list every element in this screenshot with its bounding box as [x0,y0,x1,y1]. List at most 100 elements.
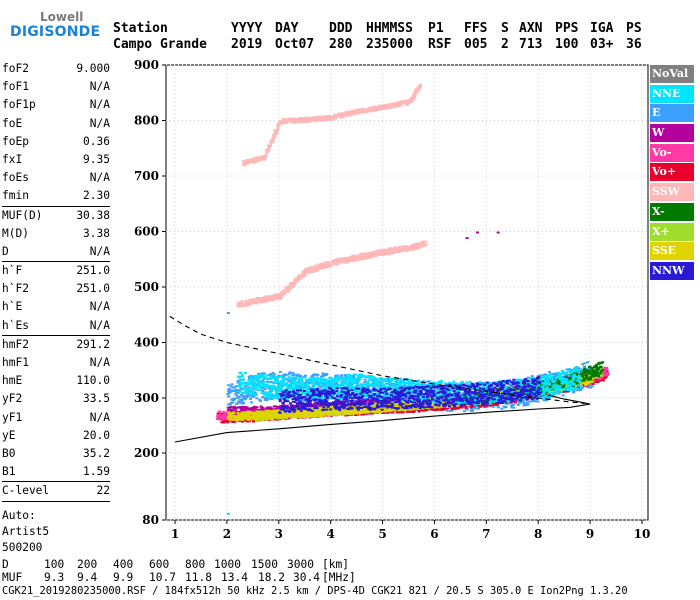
echo-point [271,372,275,374]
echo-point [561,394,565,397]
y-tick-label: 900 [134,58,159,72]
param-value: N/A [89,116,110,130]
logo-line-2: DIGISONDE [10,24,101,40]
echo-point [255,406,259,409]
param-value: 251.0 [76,264,110,278]
param-value: 251.0 [76,282,110,296]
param-row: D N/A [2,243,110,261]
echo-point [231,401,235,404]
hdr-label-ffs: FFS [464,21,488,36]
echo-point [548,370,552,373]
echo-point [572,391,576,394]
hdr-value-iga: 03+ [590,37,614,52]
param-name: M(D) [2,226,29,240]
echo-point [226,421,230,424]
digisonde-logo: Lowell DIGISONDE [0,6,110,46]
hdr-label-iga: IGA [590,21,614,36]
hdr-value-axn: 713 [519,37,543,52]
x-tick-label: 10 [634,527,651,541]
x-tick-label: 6 [430,527,438,541]
x-tick-label: 4 [326,527,334,541]
echo-point [516,404,520,406]
echo-point [234,385,238,388]
echo-point [536,400,540,403]
x-tick-label: 8 [534,527,542,541]
echo-point [512,406,516,409]
echo-point [606,374,609,376]
param-row: foE N/A [2,115,110,133]
echo-point [602,379,605,382]
param-name: foE [2,116,23,130]
echo-point [223,412,227,415]
x-tick-label: 3 [275,527,283,541]
echo-point [258,399,262,402]
echo-point [471,409,475,412]
param-name: h`F [2,264,23,278]
param-row: h`Es N/A [2,317,110,335]
echo-point [583,365,586,368]
x-tick-label: 2 [223,527,231,541]
echo-point [583,362,587,365]
echo-point [255,397,259,400]
hdr-value-pps: 100 [555,37,579,52]
x-tick-label: 9 [586,527,594,541]
hdr-label-s: S [501,21,509,36]
echo-point [304,374,307,377]
param-name: h`F2 [2,282,29,296]
echo-point [291,372,295,375]
param-name: fxI [2,152,23,166]
hdr-value-ffs: 005 [464,37,488,52]
param-row: M(D) 3.38 [2,225,110,243]
param-divider [2,205,110,207]
echo-point [241,401,245,404]
param-value: 9.35 [83,152,110,166]
echo-point [316,373,320,376]
y-tick-label: 400 [134,336,159,350]
echo-point [363,381,367,384]
echo-point [216,418,220,420]
hdr-value-ps: 36 [626,37,642,52]
hdr-label-hhmmss: HHMMSS [366,21,413,36]
hdr-label-axn: AXN [519,21,543,36]
param-divider [2,334,110,336]
echo-point [531,400,535,403]
param-name: foF2 [2,62,29,75]
echo-point [278,370,282,373]
param-row: h`E N/A [2,298,110,316]
hdr-value-ddd: 280 [329,37,353,52]
param-name: foF1p [2,98,36,112]
param-value: N/A [89,300,110,314]
param-row: h`F2 251.0 [2,280,110,298]
echo-point [233,397,237,400]
echo-point [491,405,495,408]
echo-point [526,403,530,406]
parameter-panel: foF2 9.000 foF1 N/A foF1p N/A foE N/A foEp 0.… [2,60,110,556]
echo-point [265,399,269,401]
y-tick-label: 300 [134,391,159,405]
echo-point [462,410,466,413]
echo-point [218,410,222,413]
param-value: 30.38 [76,208,110,222]
echo-point [261,396,265,399]
echo-point [227,395,231,398]
param-row: foEs N/A [2,169,110,187]
param-row: MUF(D) 30.38 [2,207,110,225]
echo-point [287,373,291,376]
param-row: foF1 N/A [2,78,110,96]
y-tick-label: 800 [134,114,159,128]
hdr-value-p1: RSF [428,37,452,52]
echo-point [590,385,594,388]
hdr-label-ddd: DDD [329,21,353,36]
param-value: 2.30 [83,189,110,203]
echo-point [412,410,416,413]
param-row: h`F 251.0 [2,262,110,280]
param-value: 0.36 [83,134,110,148]
echo-point [340,374,344,377]
echo-point [496,406,500,409]
echo-point [397,411,401,414]
echo-point [605,371,609,374]
echo-point [237,395,241,398]
y-tick-label: 700 [134,169,159,183]
hdr-label-station: Station [113,21,168,36]
